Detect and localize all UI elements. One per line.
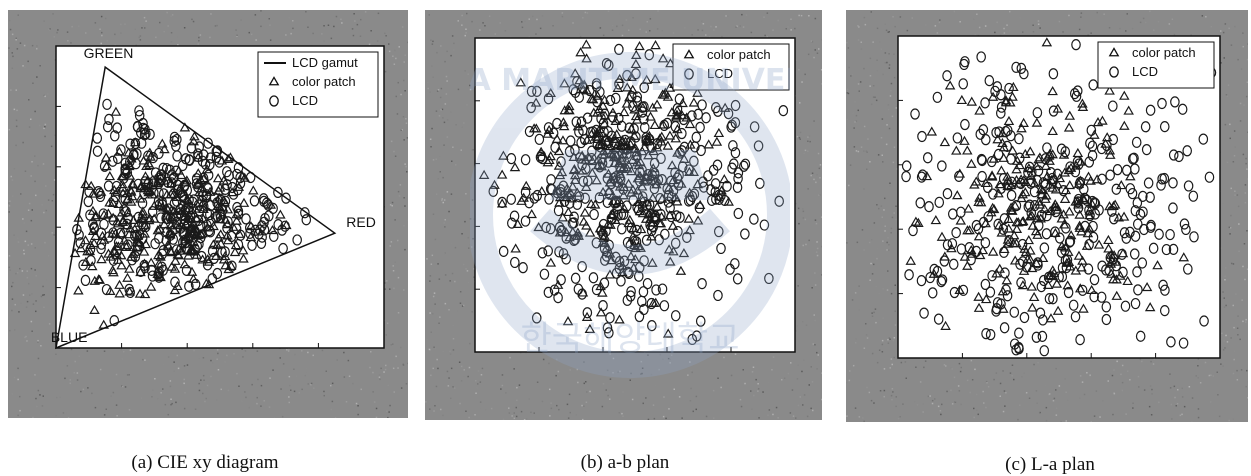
chart-ab-plan: color patch LCD — [425, 10, 822, 420]
vertex-label: RED — [346, 214, 376, 230]
legend-label: LCD — [292, 93, 318, 108]
caption-c: (c) L-a plan — [940, 454, 1160, 476]
legend-label: LCD gamut — [292, 55, 358, 70]
vertex-label: GREEN — [84, 45, 134, 61]
panel-cie-xy-diagram: GREEN RED BLUE LCD gamut color patch LCD — [8, 10, 408, 418]
panel-ab-plan: color patch LCD — [425, 10, 822, 420]
chart-la-plan: color patch LCD — [846, 10, 1248, 422]
legend-label: color patch — [292, 74, 356, 89]
panel-la-plan: color patch LCD — [846, 10, 1248, 422]
chart-cie-xy: GREEN RED BLUE LCD gamut color patch LCD — [8, 10, 408, 418]
legend-label: LCD — [707, 66, 733, 81]
legend: LCD gamut color patch LCD — [258, 52, 378, 117]
caption-a: (a) CIE xy diagram — [95, 452, 315, 474]
caption-b: (b) a-b plan — [525, 452, 725, 474]
legend: color patch LCD — [1098, 42, 1214, 88]
legend-label: LCD — [1132, 64, 1158, 79]
legend: color patch LCD — [673, 44, 789, 90]
vertex-label: BLUE — [51, 329, 88, 345]
legend-label: color patch — [1132, 45, 1196, 60]
legend-label: color patch — [707, 47, 771, 62]
